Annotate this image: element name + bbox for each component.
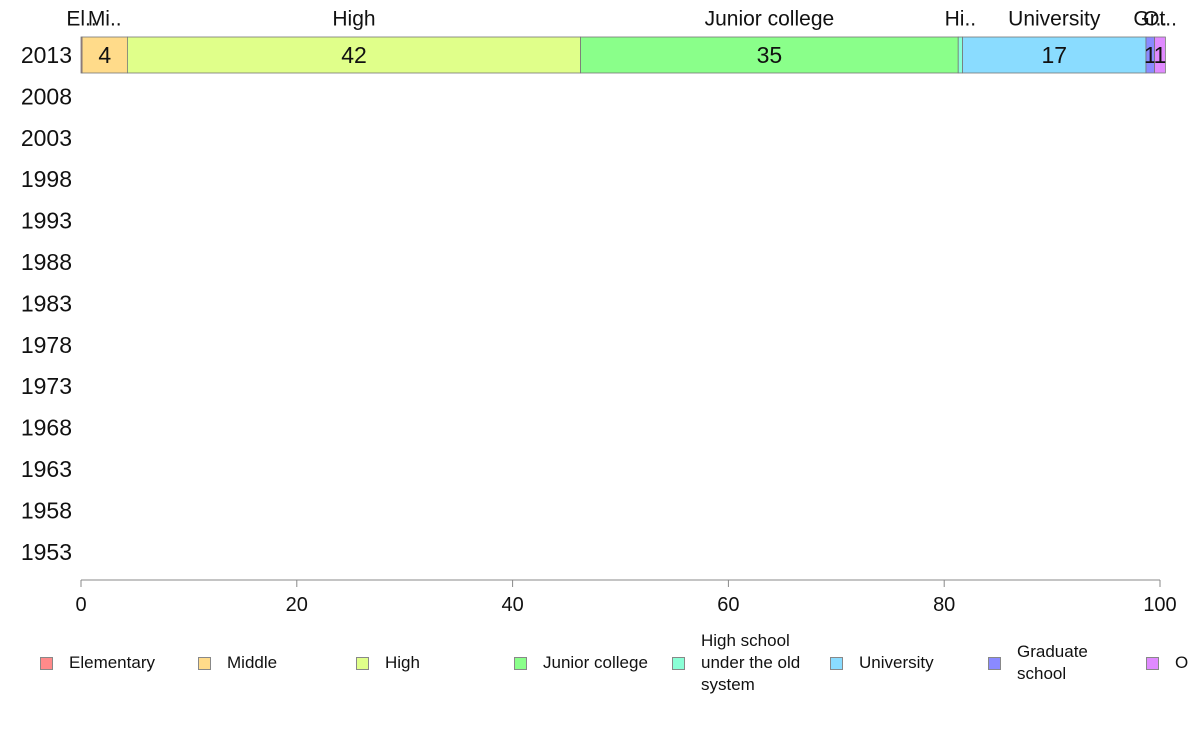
legend-swatch (514, 656, 527, 670)
bar-segment (81, 36, 128, 74)
legend: Elementary Middle High Junior college High s… (0, 628, 1188, 698)
legend-swatch (988, 656, 1001, 670)
y-tick-label: 1978 (21, 332, 72, 358)
segment-top-label: High (332, 8, 375, 31)
legend-item: Graduate school (988, 628, 1118, 698)
y-tick-label: 1973 (21, 373, 72, 399)
legend-label: Other (1175, 653, 1188, 672)
y-tick-label: 1968 (21, 415, 72, 441)
legend-label: Graduate school (1017, 642, 1088, 683)
legend-label: High (385, 653, 420, 672)
y-tick-label: 1953 (21, 539, 72, 565)
x-axis: 0 20 40 60 80 100 (75, 579, 1177, 616)
y-tick-label: 2013 (21, 42, 72, 68)
data-label: 17 (1041, 42, 1067, 68)
y-tick-label: 2003 (21, 125, 72, 151)
segment-top-labels: El..Mi.. High Junior college Hi.. University… (66, 8, 1177, 31)
x-tick-label: 40 (501, 594, 523, 616)
bar-segment (962, 36, 1147, 74)
legend-swatch (672, 656, 685, 670)
x-tick-label: 60 (717, 594, 739, 616)
legend-label: Junior college (543, 653, 648, 672)
legend-swatch (198, 656, 211, 670)
legend-label: Middle (227, 653, 278, 672)
bar-segment (957, 36, 963, 74)
legend-item: Elementary (40, 628, 190, 698)
stacked-bar-chart: El..Mi.. High Junior college Hi.. University… (21, 8, 1177, 617)
data-label: 4 (98, 42, 111, 68)
y-tick-label: 1998 (21, 166, 72, 192)
bar-segment (580, 36, 959, 74)
y-tick-label: 1988 (21, 249, 72, 275)
x-tick-label: 80 (933, 594, 955, 616)
bar-segment (126, 36, 581, 74)
legend-swatch (40, 656, 53, 670)
segment-top-label: Gr.. (1133, 8, 1167, 31)
legend-swatch (356, 656, 369, 670)
y-tick-label: 1958 (21, 497, 72, 523)
segment-top-label: University (1008, 8, 1101, 31)
y-tick-label: 1993 (21, 208, 72, 234)
y-tick-label: 1963 (21, 456, 72, 482)
y-tick-label: 1983 (21, 290, 72, 316)
segment-top-label: Mi.. (88, 8, 122, 31)
legend-item: University (830, 628, 980, 698)
legend-item: Junior college (514, 628, 664, 698)
legend-swatch (830, 656, 843, 670)
bar-segment (1154, 36, 1166, 74)
segment-top-label: El.. (66, 8, 96, 31)
bars: 4 42 35 17 11 (80, 36, 1167, 74)
data-label: 35 (757, 42, 783, 68)
x-tick-label: 20 (286, 594, 308, 616)
segment-top-label: Junior college (705, 8, 835, 31)
data-label: 1 (1154, 42, 1167, 68)
legend-item: High (356, 628, 506, 698)
x-tick-label: 0 (75, 594, 86, 616)
legend-item: Middle (198, 628, 348, 698)
legend-label: University (859, 653, 934, 672)
data-label: 1 (1144, 42, 1157, 68)
data-label: 42 (341, 42, 367, 68)
y-tick-label: 2008 (21, 83, 72, 109)
legend-item: Other (1146, 628, 1188, 698)
legend-label: Elementary (69, 653, 155, 672)
legend-label: High school under the old system (701, 631, 801, 694)
segment-top-label: Hi.. (945, 8, 977, 31)
x-tick-label: 100 (1143, 594, 1176, 616)
legend-item: High school under the old system (672, 628, 802, 698)
legend-swatch (1146, 656, 1159, 670)
segment-top-label: Ot.. (1143, 8, 1177, 31)
y-axis: 2013 2008 2003 1998 1993 1988 1983 1978 1973 1968… (21, 42, 72, 565)
